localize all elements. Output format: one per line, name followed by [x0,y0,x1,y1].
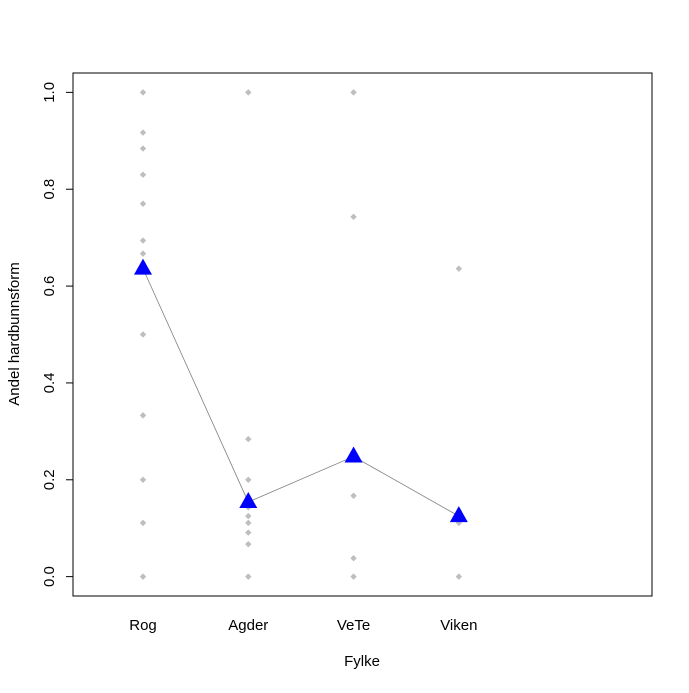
data-point [139,237,147,244]
data-point [350,555,357,562]
data-point [139,573,147,580]
mean-marker [239,492,258,509]
mean-line [142,268,460,517]
data-point [245,512,252,520]
data-point [245,519,252,527]
mean-marker [449,506,468,523]
data-point [139,476,147,483]
data-point [245,573,252,580]
data-point [245,529,252,536]
plot-frame [72,72,653,597]
x-tick-label: Agder [228,617,268,634]
y-tick-label: 0.6 [41,276,58,297]
data-point [455,573,463,580]
data-point [139,250,147,257]
data-point [455,265,463,272]
data-point [350,492,357,499]
data-point [139,519,147,527]
data-point [139,171,147,178]
y-tick-label: 1.0 [41,82,58,103]
data-point [350,573,357,580]
mean-marker [344,446,363,463]
data-point [245,89,252,96]
data-point [245,435,252,443]
x-tick-label: Viken [440,617,477,634]
data-point [139,331,147,338]
y-axis-label: Andel hardbunnsform [6,262,23,405]
data-point [350,89,357,96]
x-axis-label: Fylke [344,653,380,670]
data-point [139,145,147,152]
x-tick-label: VeTe [337,617,370,634]
data-point [139,89,147,96]
x-tick-label: Rog [129,617,157,634]
data-point [245,476,252,483]
data-point [245,540,252,548]
y-tick-label: 0.0 [41,566,58,587]
data-point [139,412,147,419]
y-tick-label: 0.4 [41,372,58,393]
mean-marker [134,258,153,275]
y-tick-label: 0.2 [41,469,58,490]
data-point [139,200,147,207]
y-tick-label: 0.8 [41,179,58,200]
data-point [139,129,147,136]
data-point [350,213,357,221]
